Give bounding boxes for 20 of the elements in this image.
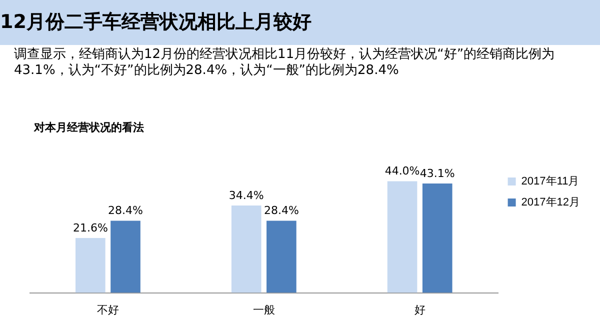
legend-label: 2017年12月 bbox=[521, 196, 580, 209]
legend-label: 2017年11月 bbox=[521, 176, 580, 188]
bar bbox=[266, 220, 296, 293]
data-label: 43.1% bbox=[420, 166, 455, 180]
bar bbox=[422, 184, 452, 293]
x-tick-label: 一般 bbox=[252, 304, 275, 316]
bar bbox=[387, 181, 418, 293]
data-label: 44.0% bbox=[384, 164, 420, 178]
bar bbox=[76, 238, 106, 293]
chart-title: 12月份二手车经营状况相比上月较好 bbox=[0, 10, 312, 35]
bar bbox=[110, 220, 140, 293]
x-tick-label: 好 bbox=[414, 304, 426, 316]
data-label: 34.4% bbox=[228, 188, 264, 202]
bar bbox=[231, 206, 262, 293]
chart-subtitle: 调查显示，经销商认为12月份的经营状况相比11月份较好，认为经营状况“好”的经销商比例为43.1%，认为“不好”的比例为28.4%，认为“一般”的比例为28.4% bbox=[14, 47, 556, 79]
text: 对本月经营状况的看法 bbox=[34, 120, 144, 135]
data-label: 28.4% bbox=[264, 204, 299, 218]
x-tick-label: 不好 bbox=[96, 304, 119, 316]
data-label: 28.4% bbox=[108, 204, 143, 218]
data-label: 21.6% bbox=[72, 221, 108, 234]
